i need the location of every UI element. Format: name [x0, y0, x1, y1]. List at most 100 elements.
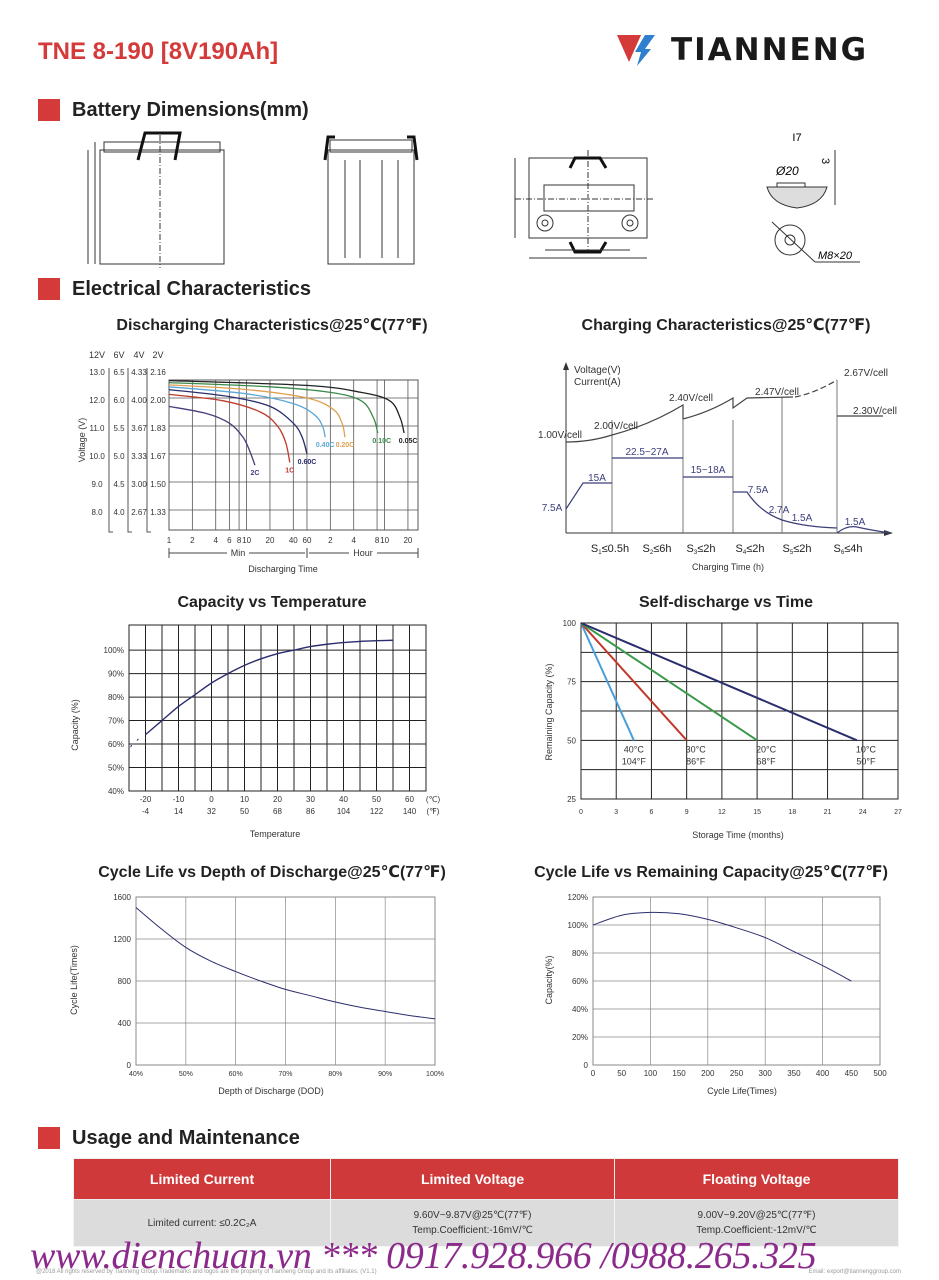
tick-label: 10: [380, 536, 389, 545]
voltage-curve-dashed: [794, 379, 838, 398]
series-line: [580, 622, 635, 741]
tick-label: 100%: [426, 1071, 444, 1078]
stage-label: S4≤2h: [736, 543, 765, 556]
current-label: 7.5A: [748, 485, 769, 496]
tick-label: 122: [370, 807, 384, 816]
x-axis-label: Charging Time (h): [692, 562, 764, 572]
tick-label: 2: [190, 536, 195, 545]
current-label: 1.5A: [792, 513, 813, 524]
capacity-temperature-chart-title: Capacity vs Temperature: [177, 594, 367, 611]
series-label: 0.05C: [399, 438, 418, 445]
tick-label: 30: [306, 795, 315, 804]
usage-maintenance-table: Limited Current Limited Voltage Floating…: [72, 1158, 899, 1247]
x-axis-label: Depth of Discharge (DOD): [218, 1086, 324, 1096]
voltage-scale-header: 6V: [113, 350, 124, 360]
tick-label: 25: [567, 795, 576, 804]
tick-label: 50: [372, 795, 381, 804]
y-axis-label: Capacity(%): [544, 955, 554, 1004]
voltage-label: 2.30V/cell: [853, 406, 897, 417]
document-title: TNE 8-190 [8V190Ah]: [38, 38, 279, 65]
voltage-scale-label: 13.0: [89, 368, 105, 377]
series-line-1C: [168, 393, 291, 463]
side-view-drawing: [323, 135, 419, 265]
voltage-scale-label: 4.5: [113, 480, 125, 489]
tick-label: 50%: [108, 764, 124, 773]
tick-label: 90%: [108, 670, 124, 679]
tick-label: 120%: [568, 893, 588, 902]
voltage-scale-label: 2.00: [150, 396, 166, 405]
tick-label: 60: [405, 795, 414, 804]
series-line-0.05C: [168, 379, 405, 434]
tick-label: 40%: [129, 1071, 143, 1078]
tick-label: 24: [859, 809, 867, 816]
tick-label: 60%: [572, 977, 588, 986]
y-axis-label: Capacity (%): [70, 699, 80, 751]
voltage-scale-label: 1.50: [150, 480, 166, 489]
tick-label: 10: [242, 536, 251, 545]
tick-label: 32: [207, 807, 216, 816]
voltage-scale-label: 1.33: [150, 508, 166, 517]
front-view-drawing: [87, 131, 225, 268]
stage-label: S1≤0.5h: [591, 543, 629, 556]
tick-label: -20: [140, 795, 152, 804]
y-axis-label: Current(A): [574, 377, 621, 388]
tick-label: 60: [303, 536, 312, 545]
scale-bracket: [146, 368, 151, 533]
series-label: 40°C: [624, 744, 645, 754]
tick-label: 250: [730, 1069, 744, 1078]
unit-label: (℉): [427, 807, 440, 816]
current-label: 15~18A: [691, 465, 726, 476]
voltage-scale-label: 2.67: [131, 508, 147, 517]
tick-label: 50: [240, 807, 249, 816]
scale-bracket: [127, 368, 132, 533]
tick-label: 100: [644, 1069, 658, 1078]
y-axis-label: Voltage (V): [77, 418, 87, 463]
section-marker: [38, 278, 60, 300]
current-label: 1.5A: [845, 517, 866, 528]
tick-label: 400: [118, 1019, 132, 1028]
cycle-dod-chart-title: Cycle Life vs Depth of Discharge@25℃(77℉…: [98, 864, 446, 881]
tick-label: 70%: [278, 1071, 292, 1078]
range-label-min: Min: [231, 548, 246, 558]
tick-label: 0: [127, 1061, 132, 1070]
tick-label: 40: [339, 795, 348, 804]
series-label: 0.40C: [316, 442, 335, 449]
x-axis-label: Storage Time (months): [692, 830, 784, 840]
series-label: 86°F: [686, 756, 706, 766]
tick-label: 20: [266, 536, 275, 545]
charging-chart-title: Charging Characteristics@25℃(77℉): [581, 317, 871, 334]
series-label: 50°F: [856, 756, 876, 766]
range-bg: [227, 546, 249, 558]
series-line-0.40C: [168, 386, 326, 438]
tick-label: 60%: [229, 1071, 243, 1078]
tick-label: 18: [788, 809, 796, 816]
floating-voltage-coefficient: Temp.Coefficient:-12mV/℃: [696, 1225, 817, 1236]
current-label: 15A: [588, 473, 606, 484]
tick-label: 68: [273, 807, 282, 816]
tick-label: 0: [584, 1061, 589, 1070]
tick-label: 8: [237, 536, 242, 545]
tick-label: 6: [227, 536, 232, 545]
top-view-drawing: [514, 150, 655, 259]
series-line-2C: [168, 405, 256, 466]
section-marker: [38, 1127, 60, 1149]
section-electrical: Electrical Characteristics: [38, 277, 311, 301]
tick-label: 40%: [108, 787, 124, 796]
series-line: [580, 622, 858, 742]
voltage-scale-label: 12.0: [89, 396, 105, 405]
voltage-scale-label: 8.0: [91, 508, 103, 517]
tick-label: -4: [142, 807, 150, 816]
current-curve: [565, 457, 891, 534]
limited-voltage-coefficient: Temp.Coefficient:-16mV/℃: [412, 1225, 533, 1236]
tick-label: 2: [328, 536, 333, 545]
tick-label: 40%: [572, 1005, 588, 1014]
thread-label: M8×20: [818, 250, 853, 262]
range-bg: [349, 546, 377, 558]
voltage-label: 2.40V/cell: [669, 393, 713, 404]
tick-label: 50: [617, 1069, 626, 1078]
header-floating-voltage: Floating Voltage: [614, 1158, 899, 1200]
voltage-scale-label: 1.67: [150, 452, 166, 461]
y-axis-label: Voltage(V): [574, 365, 621, 376]
voltage-scale-label: 11.0: [90, 424, 106, 433]
tick-label: 100%: [104, 646, 124, 655]
